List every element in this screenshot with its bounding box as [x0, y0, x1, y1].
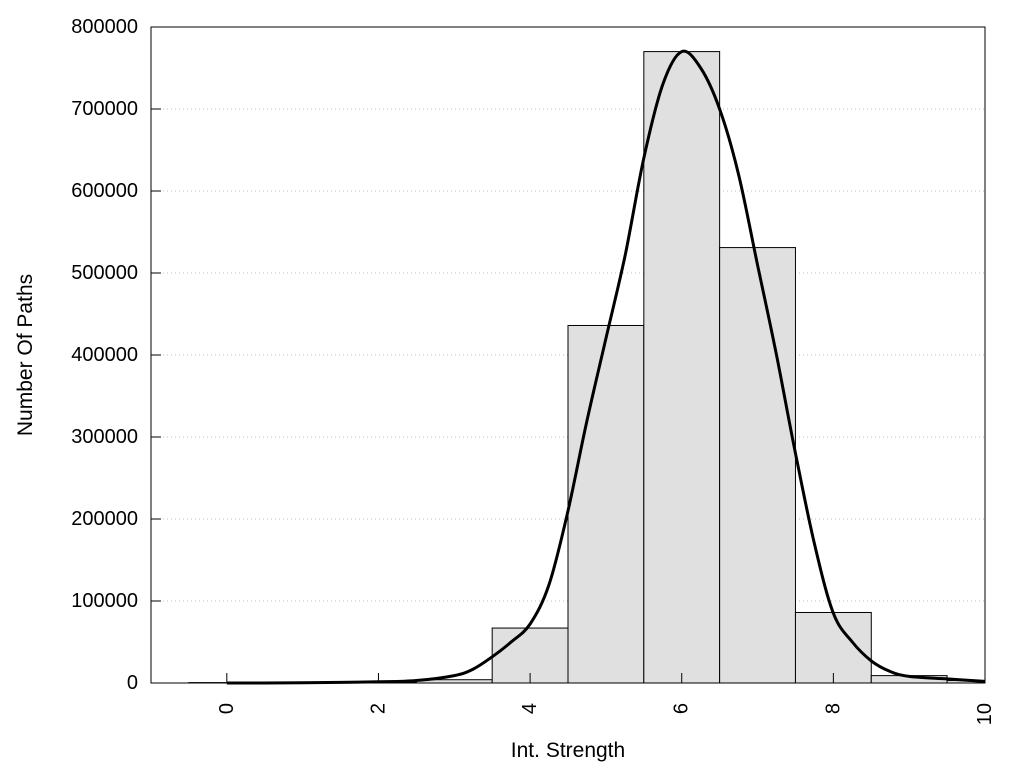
y-axis-ticks: 0 100000 200000 300000 400000 500000 600000 700…	[71, 16, 161, 694]
bars	[188, 51, 986, 684]
y-tick-label: 300000	[71, 426, 138, 448]
y-tick-label: 500000	[71, 262, 138, 284]
x-axis-title: Int. Strength	[511, 739, 625, 762]
x-tick-label: 0	[216, 703, 238, 714]
y-tick-label: 100000	[71, 590, 138, 612]
histogram-bar	[794, 611, 872, 684]
y-tick-label: 800000	[71, 16, 138, 38]
histogram-bar	[719, 247, 796, 684]
y-tick-label: 0	[127, 672, 138, 694]
fit-curve-layer	[226, 49, 986, 685]
y-tick-label: 700000	[71, 98, 138, 120]
y-tick-label: 200000	[71, 508, 138, 530]
x-tick-label: 8	[822, 703, 844, 714]
x-tick-label: 10	[974, 703, 996, 725]
fit-curve	[226, 49, 986, 685]
x-tick-label: 4	[519, 703, 541, 714]
y-tick-label: 400000	[71, 344, 138, 366]
y-axis-title: Number Of Paths	[14, 274, 37, 436]
histogram-bar	[567, 324, 645, 684]
histogram-bar	[643, 51, 721, 684]
x-tick-label: 6	[671, 703, 693, 714]
x-tick-label: 2	[367, 703, 389, 714]
y-tick-label: 600000	[71, 180, 138, 202]
x-axis-ticks: 0 2 4 6 8 10	[216, 673, 996, 725]
